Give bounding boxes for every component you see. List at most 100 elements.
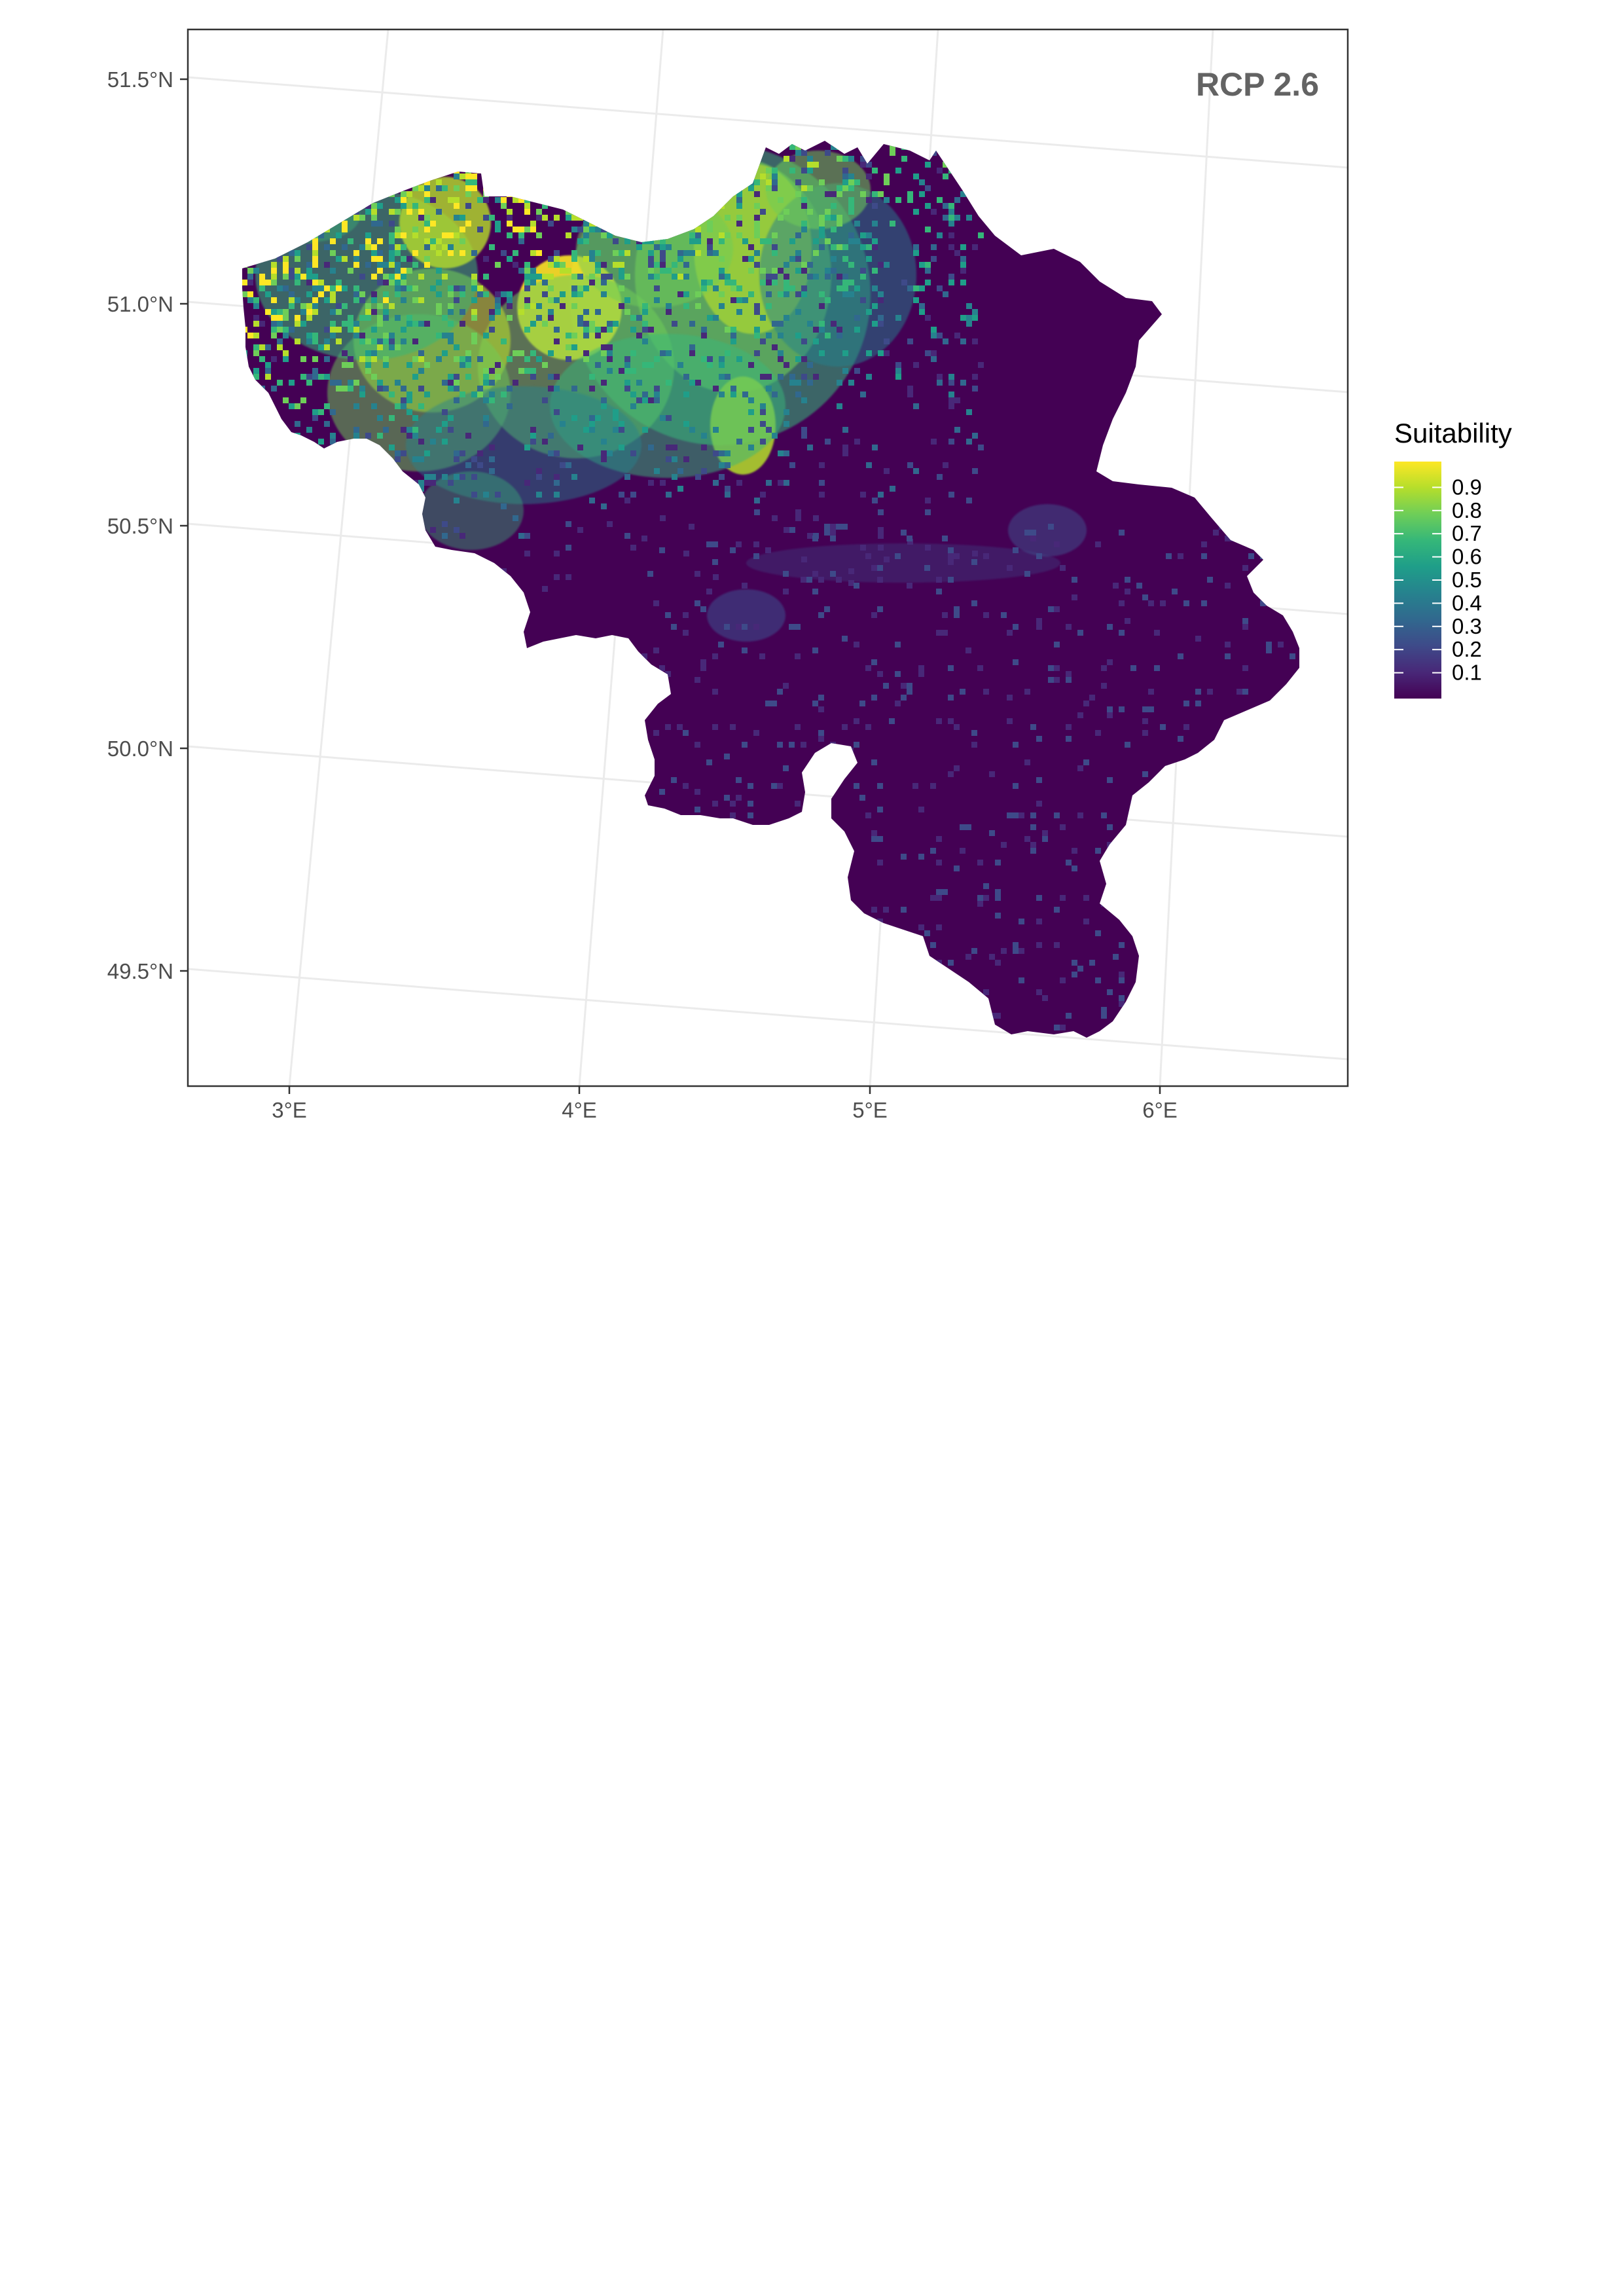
raster-cell [925,203,931,209]
raster-cell [789,238,795,244]
raster-cell [837,380,842,386]
raster-cell [772,168,778,173]
raster-cell [860,392,866,397]
raster-cell [695,250,701,256]
raster-cell [919,179,925,185]
raster-cell [271,386,277,392]
raster-cell [271,309,277,315]
raster-cell [483,492,489,498]
raster-cell [859,795,865,801]
raster-cell [530,439,536,445]
raster-cell [406,315,412,321]
raster-cell [913,468,919,474]
raster-cell [753,541,759,547]
raster-cell [730,812,736,818]
raster-cell [454,456,460,462]
raster-cell [536,315,542,321]
raster-cell [560,291,566,297]
raster-cell [312,338,318,344]
raster-cell [1019,919,1024,924]
raster-cell [712,689,718,695]
raster-cell [819,327,825,333]
raster-cell [748,409,754,415]
raster-cell [289,268,295,274]
raster-cell [913,209,919,215]
raster-cell [919,191,925,197]
raster-cell [753,624,759,630]
raster-cell [283,274,289,280]
raster-cell [677,274,683,280]
raster-cell [271,280,277,285]
raster-cell [784,315,789,321]
raster-cell [454,285,460,291]
raster-cell [548,285,554,291]
raster-cell [371,244,377,250]
raster-cell [1072,972,1077,977]
raster-cell [401,191,406,197]
raster-cell [253,315,259,321]
raster-cell [766,386,772,392]
raster-cell [931,244,937,250]
raster-cell [495,309,501,315]
raster-cell [554,297,560,303]
raster-cell [495,362,501,368]
raster-cell [454,374,460,380]
raster-cell [930,848,936,854]
raster-cell [954,765,960,771]
raster-cell [807,209,813,215]
raster-cell [848,173,854,179]
raster-cell [277,327,283,333]
raster-cell [795,291,801,297]
raster-cell [736,191,742,197]
raster-cell [719,303,725,309]
raster-cell [430,221,436,227]
raster-cell [595,415,601,421]
raster-cell [948,274,954,280]
raster-cell [318,232,324,238]
raster-cell [383,338,389,344]
raster-cell [819,462,825,468]
raster-cell [1019,977,1024,983]
raster-cell [583,327,589,333]
raster-cell [789,742,795,748]
raster-cell [377,262,383,268]
raster-cell [389,415,395,421]
raster-cell [365,362,371,368]
raster-cell [507,297,513,303]
raster-cell [283,268,289,274]
raster-cell [289,291,295,297]
raster-cell [854,783,859,789]
raster-cell [289,297,295,303]
raster-cell [677,486,683,492]
raster-cell [842,450,848,456]
raster-cell [672,474,677,480]
raster-cell [1242,618,1248,624]
raster-cell [860,156,866,162]
legend-labels: 0.90.80.70.60.50.40.30.20.1 [1452,475,1482,684]
raster-cell [548,386,554,392]
raster-cell [966,315,972,321]
raster-cell [489,368,495,374]
raster-cell [848,280,854,285]
raster-cell [383,362,389,368]
raster-cell [548,450,554,456]
raster-cell [842,291,848,297]
raster-cell [954,553,960,559]
raster-cell [948,392,954,397]
raster-cell [571,256,577,262]
raster-cell [583,356,589,362]
raster-cell [495,221,501,227]
raster-cell [936,860,942,866]
raster-cell [701,327,707,333]
raster-cell [377,238,383,244]
raster-cell [342,303,348,309]
raster-cell [353,291,359,297]
raster-cell [542,215,548,221]
raster-cell [848,209,854,215]
raster-cell [695,677,700,683]
raster-cell [789,256,795,262]
raster-cell [748,783,753,789]
raster-cell [677,468,683,474]
raster-cell [283,256,289,262]
raster-cell [1001,842,1007,848]
